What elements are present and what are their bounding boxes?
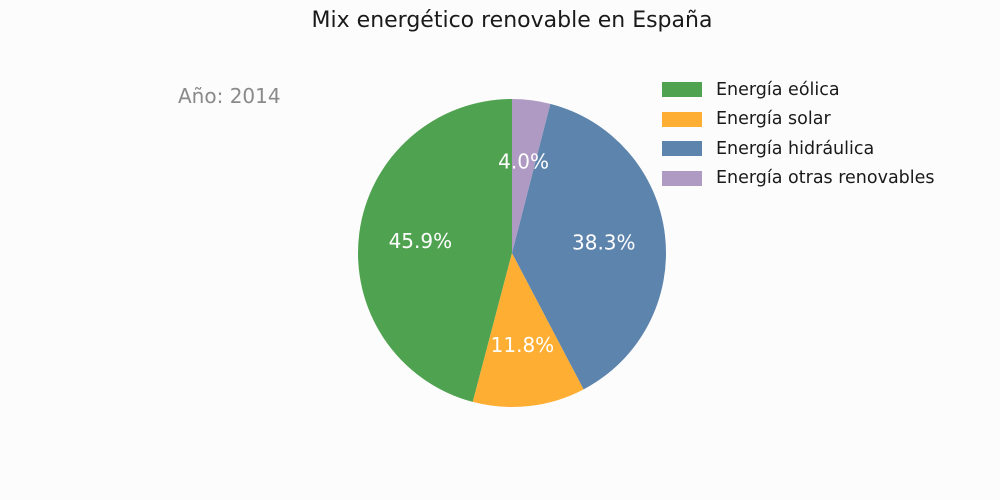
legend-item: Energía eólica bbox=[662, 75, 935, 105]
slice-label-1: 45.9% bbox=[389, 229, 453, 253]
slice-label-3: 38.3% bbox=[572, 230, 636, 254]
legend-swatch bbox=[662, 141, 702, 157]
slice-label-4: 4.0% bbox=[498, 149, 549, 173]
legend-swatch bbox=[662, 170, 702, 186]
chart-title: Mix energético renovable en España bbox=[311, 8, 713, 33]
legend-item: Energía hidráulica bbox=[662, 134, 935, 164]
legend-swatch bbox=[662, 82, 702, 98]
pie-slice-4 bbox=[512, 99, 551, 253]
legend-label: Energía hidráulica bbox=[716, 138, 875, 159]
year-annotation: Año: 2014 bbox=[178, 84, 281, 108]
legend-label: Energía solar bbox=[716, 109, 831, 130]
legend-swatch bbox=[662, 111, 702, 127]
legend-label: Energía eólica bbox=[716, 79, 840, 100]
legend-item: Energía solar bbox=[662, 105, 935, 135]
legend-label: Energía otras renovables bbox=[716, 168, 935, 189]
pie-slice-3 bbox=[512, 103, 666, 390]
legend-item: Energía otras renovables bbox=[662, 164, 935, 194]
legend: Energía eólica Energía solar Energía hid… bbox=[662, 75, 935, 193]
slice-label-2: 11.8% bbox=[491, 333, 555, 357]
pie-slice-2 bbox=[472, 253, 584, 407]
pie-slice-1 bbox=[357, 99, 512, 402]
